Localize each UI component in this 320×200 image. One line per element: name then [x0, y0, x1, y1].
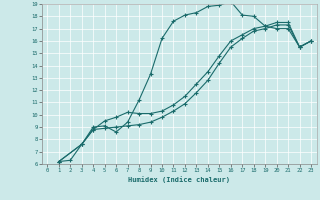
- X-axis label: Humidex (Indice chaleur): Humidex (Indice chaleur): [128, 176, 230, 183]
